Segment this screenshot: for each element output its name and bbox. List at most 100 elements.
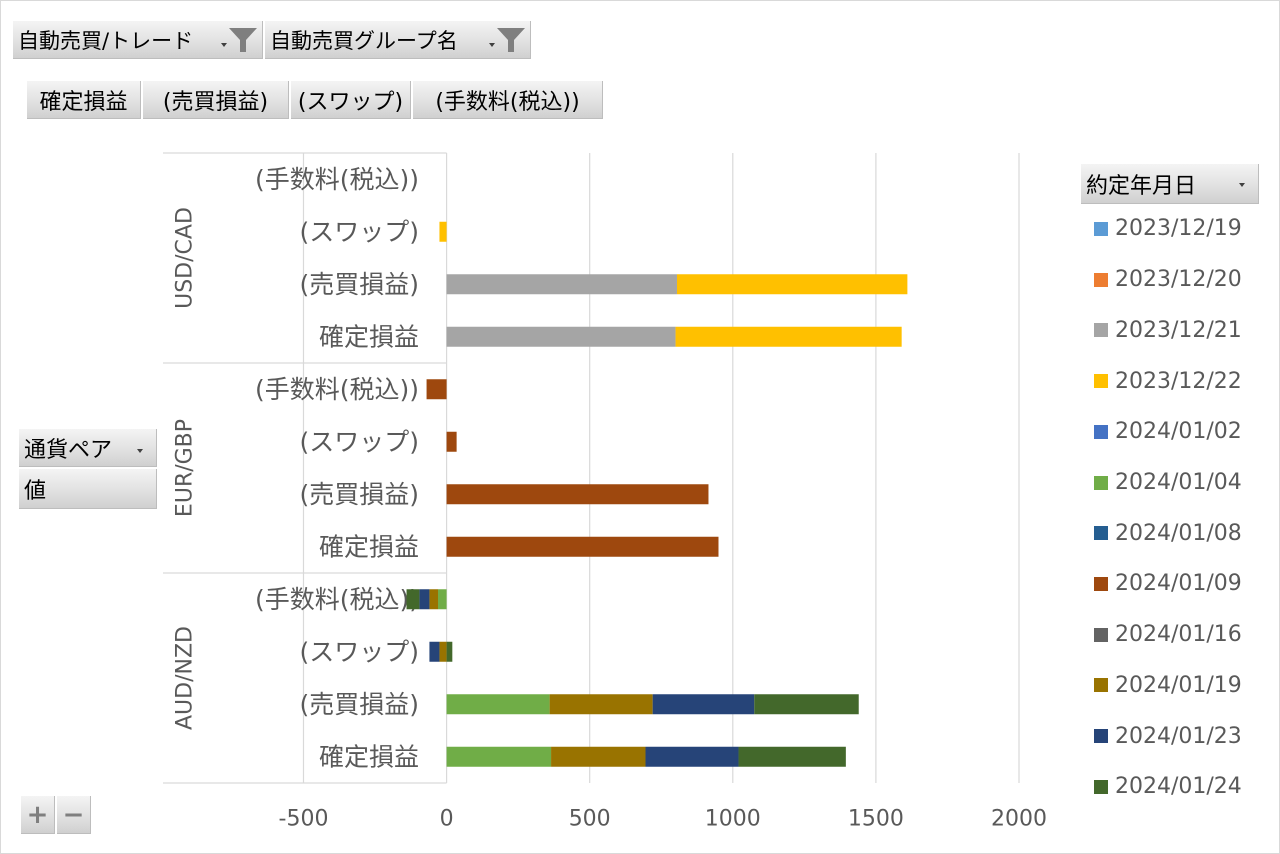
axis-field-button-currency-pair[interactable]: 通貨ペア (19, 429, 157, 467)
axis-field-button-values[interactable]: 値 (19, 469, 157, 509)
legend-marker (1094, 323, 1108, 338)
dropdown-arrow-icon[interactable] (489, 43, 495, 47)
legend-marker (1094, 729, 1108, 744)
legend-label: 2024/01/08 (1115, 520, 1242, 546)
bar-segment (419, 589, 430, 610)
bar-segment (429, 589, 439, 610)
bar-segment (446, 326, 676, 347)
category-label: 確定損益 (319, 532, 419, 561)
category-label: (売買損益) (299, 480, 419, 509)
category-label: 確定損益 (319, 322, 419, 351)
funnel-filter-icon[interactable] (495, 26, 527, 54)
filter-field-button-auto-trade[interactable]: 自動売買/トレード (13, 21, 263, 59)
value-field-button-fee[interactable]: (手数料(税込)) (413, 81, 603, 119)
legend-label: 2024/01/24 (1115, 774, 1242, 800)
legend-marker (1094, 526, 1108, 541)
legend-label: 2024/01/02 (1115, 419, 1242, 445)
legend-label: 2024/01/19 (1115, 672, 1242, 698)
filter-field-label: 自動売買グループ名 (270, 28, 458, 53)
category-label: (売買損益) (299, 690, 419, 719)
bar-segment (645, 746, 739, 767)
bar-segment (676, 274, 908, 295)
category-label: 確定損益 (319, 742, 419, 771)
bar-segment (439, 641, 447, 662)
axis-field-label: 値 (24, 478, 47, 504)
legend-item: 2023/12/22 (1087, 356, 1267, 407)
legend-item: 2024/01/04 (1087, 457, 1267, 508)
x-tick-label: -500 (279, 807, 329, 832)
category-label: (スワップ) (299, 217, 419, 246)
category-label: (手数料(税込)) (255, 165, 419, 194)
bar-segment (446, 484, 709, 505)
legend-label: 2024/01/09 (1115, 571, 1242, 597)
bar-segment (446, 641, 453, 662)
legend-label: 2023/12/20 (1115, 267, 1242, 293)
legend-field-button-trade-date[interactable]: 約定年月日 (1081, 164, 1259, 204)
legend-marker (1094, 475, 1108, 490)
category-label: (手数料(税込)) (255, 375, 419, 404)
legend-label: 2024/01/04 (1115, 470, 1242, 496)
legend-item: 2024/01/19 (1087, 660, 1267, 711)
category-group-label: EUR/GBP (173, 419, 198, 517)
plus-icon: + (26, 799, 49, 830)
dropdown-arrow-icon[interactable] (137, 449, 143, 453)
value-field-button-trading-pl[interactable]: (売買損益) (143, 81, 289, 119)
x-tick-label: 1000 (705, 807, 761, 832)
legend-item: 2024/01/08 (1087, 508, 1267, 559)
collapse-field-button[interactable]: − (57, 796, 91, 834)
expand-field-button[interactable]: + (21, 796, 55, 834)
minus-icon: − (62, 799, 85, 830)
dropdown-arrow-icon[interactable] (221, 43, 227, 47)
legend-marker (1094, 424, 1108, 439)
legend-item: 2024/01/09 (1087, 559, 1267, 610)
category-label: (スワップ) (299, 637, 419, 666)
legend-label: 2023/12/22 (1115, 368, 1242, 394)
bar-segment (439, 221, 447, 242)
legend-marker (1094, 678, 1108, 693)
x-tick-label: 1500 (848, 807, 904, 832)
legend-label: 2023/12/19 (1115, 216, 1242, 242)
value-field-label: (スワップ) (297, 89, 404, 115)
bar-segment (438, 589, 447, 610)
value-field-label: 確定損益 (39, 89, 128, 115)
legend-item: 2024/01/16 (1087, 609, 1267, 660)
legend-item: 2023/12/21 (1087, 305, 1267, 356)
legend-marker (1094, 576, 1108, 591)
bar-segment (426, 379, 447, 400)
funnel-filter-icon[interactable] (227, 26, 259, 54)
axis-field-label: 通貨ペア (24, 437, 113, 463)
x-tick-label: 0 (440, 807, 454, 832)
x-tick-label: 2000 (991, 807, 1047, 832)
legend-marker (1094, 221, 1108, 236)
dropdown-arrow-icon[interactable] (1239, 183, 1245, 187)
legend-item: 2024/01/23 (1087, 711, 1267, 762)
bar-segment (446, 694, 550, 715)
legend-marker (1094, 272, 1108, 287)
legend-marker (1094, 374, 1108, 389)
value-field-button-swap[interactable]: (スワップ) (291, 81, 411, 119)
bar-segment (446, 536, 719, 557)
category-group-label: USD/CAD (173, 207, 198, 309)
legend-field-label: 約定年月日 (1086, 173, 1197, 199)
legend-item: 2024/01/02 (1087, 406, 1267, 457)
bar-segment (446, 431, 457, 452)
bar-segment (406, 589, 420, 610)
bar-segment (551, 746, 646, 767)
bar-segment (446, 274, 677, 295)
value-field-label: (売買損益) (162, 89, 269, 115)
legend-label: 2024/01/23 (1115, 723, 1242, 749)
legend-label: 2024/01/16 (1115, 622, 1242, 648)
bar-segment (675, 326, 902, 347)
bar-segment (429, 641, 440, 662)
x-tick-label: 500 (569, 807, 611, 832)
filter-field-button-auto-trade-group[interactable]: 自動売買グループ名 (265, 21, 531, 59)
legend-label: 2023/12/21 (1115, 317, 1242, 343)
legend-marker (1094, 627, 1108, 642)
value-field-button-realized-pl[interactable]: 確定損益 (27, 81, 141, 119)
legend-item: 2023/12/19 (1087, 204, 1267, 255)
filter-field-label: 自動売買/トレード (18, 28, 194, 53)
chart-legend: 2023/12/19 2023/12/20 2023/12/21 2023/12/22… (1087, 204, 1267, 813)
category-label: (手数料(税込)) (255, 585, 419, 614)
